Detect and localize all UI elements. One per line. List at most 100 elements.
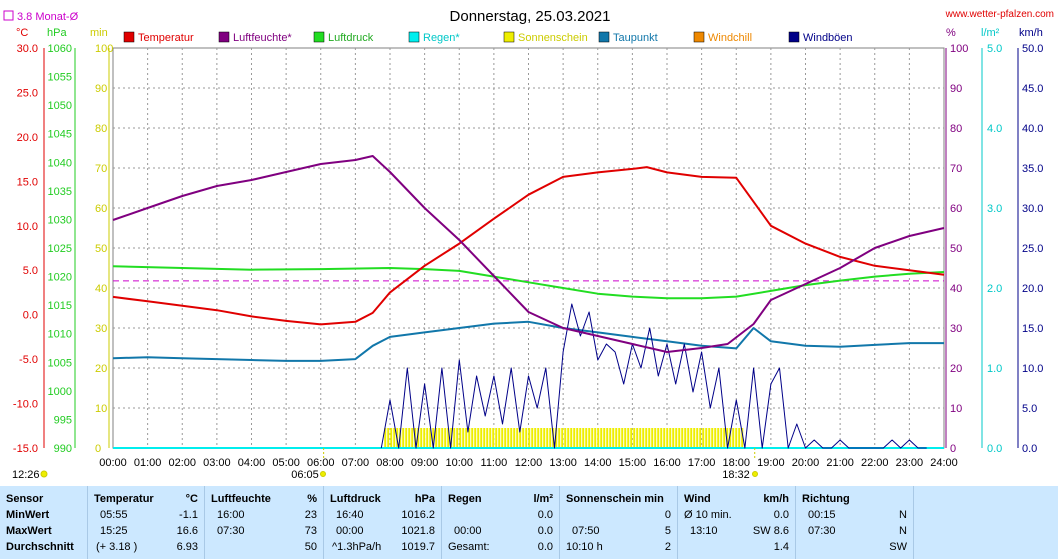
sunshine-bar bbox=[495, 428, 498, 448]
time-tick-label: 17:00 bbox=[688, 457, 716, 469]
pct-tick-label: 100 bbox=[950, 43, 968, 55]
sunshine-bar bbox=[603, 428, 606, 448]
sunshine-bar bbox=[714, 428, 717, 448]
wind-tick-label: 5.0 bbox=[1022, 403, 1037, 415]
sunshine-bar bbox=[459, 428, 462, 448]
hum-max: 73 bbox=[304, 525, 317, 537]
sunshine-bar bbox=[486, 428, 489, 448]
legend-label: Taupunkt bbox=[613, 32, 658, 44]
time-tick-label: 09:00 bbox=[411, 457, 439, 469]
sunshine-bar bbox=[477, 428, 480, 448]
hpa-tick-label: 1020 bbox=[48, 272, 72, 284]
legend-label: Luftdruck bbox=[328, 32, 374, 44]
grid bbox=[113, 48, 944, 448]
dir-avg: SW bbox=[889, 541, 907, 553]
sunshine-bar bbox=[738, 428, 741, 448]
sun-max: 5 bbox=[664, 525, 671, 537]
sunshine-bar bbox=[384, 428, 387, 448]
site-link[interactable]: www.wetter-pfalzen.com bbox=[945, 9, 1054, 20]
sunshine-bar bbox=[408, 428, 411, 448]
wind-tick-label: 45.0 bbox=[1022, 83, 1043, 95]
hum-min: 23 bbox=[304, 509, 317, 521]
sunshine-bar bbox=[693, 428, 696, 448]
col-luftdruck: Luftdruck hPa 16:40 1016.2 00:00 1021.8 … bbox=[324, 486, 442, 559]
hum-unit: % bbox=[307, 493, 317, 505]
rain-tick-label: 5.0 bbox=[987, 43, 1002, 55]
weather-chart: 00:00 01:00 02:00 03:00 04:00 05:00 06:00 07:00… bbox=[3, 8, 1054, 481]
series-line-luftfeuchte bbox=[112, 155, 945, 353]
unit-min: min bbox=[90, 27, 108, 39]
wind-tick-label: 10.0 bbox=[1022, 363, 1043, 375]
legend-swatch bbox=[218, 31, 230, 43]
legend-swatch bbox=[123, 31, 135, 43]
time-tick-label: 03:00 bbox=[203, 457, 231, 469]
sunshine-bar bbox=[630, 428, 633, 448]
sunshine-bar bbox=[540, 428, 543, 448]
sunshine-bar bbox=[711, 428, 714, 448]
temp-min: -1.1 bbox=[179, 509, 198, 521]
legend-swatch bbox=[313, 31, 325, 43]
hpa-tick-label: 1045 bbox=[48, 129, 72, 141]
sunshine-bar bbox=[669, 428, 672, 448]
row-label-avg: Durchschnitt bbox=[6, 541, 74, 553]
sunshine-bar bbox=[501, 428, 504, 448]
sunshine-bar bbox=[468, 428, 471, 448]
sunshine-bar bbox=[621, 428, 624, 448]
rain-tick-label: 4.0 bbox=[987, 123, 1002, 135]
sunshine-bar bbox=[648, 428, 651, 448]
min-tick-label: 10 bbox=[95, 403, 107, 415]
rain-tick-label: 2.0 bbox=[987, 283, 1002, 295]
time-tick-label: 02:00 bbox=[168, 457, 196, 469]
hum-min-time: 16:00 bbox=[217, 509, 245, 521]
sunshine-bar bbox=[426, 428, 429, 448]
time-tick-label: 21:00 bbox=[826, 457, 854, 469]
sunshine-bar bbox=[528, 428, 531, 448]
sunshine-bar bbox=[546, 428, 549, 448]
legend-label: Windböen bbox=[803, 32, 853, 44]
sunshine-bar bbox=[681, 428, 684, 448]
sunset-icon bbox=[752, 471, 758, 477]
hpa-tick-label: 1030 bbox=[48, 214, 72, 226]
wind-tick-label: 50.0 bbox=[1022, 43, 1043, 55]
sunshine-bar bbox=[483, 428, 486, 448]
time-tick-label: 01:00 bbox=[134, 457, 162, 469]
sunshine-bar bbox=[699, 428, 702, 448]
pct-tick-label: 80 bbox=[950, 123, 962, 135]
col-wind: Wind km/h Ø 10 min. 0.0 13:10 SW 8.6 1.4 bbox=[678, 486, 796, 559]
hpa-tick-label: 990 bbox=[54, 443, 72, 455]
wind-tick-label: 0.0 bbox=[1022, 443, 1037, 455]
sunshine-bar bbox=[441, 428, 444, 448]
sunshine-bar bbox=[687, 428, 690, 448]
axes: 00:00 01:00 02:00 03:00 04:00 05:00 06:00 07:00… bbox=[13, 43, 1044, 469]
sunshine-bar bbox=[633, 428, 636, 448]
time-tick-label: 11:00 bbox=[481, 457, 508, 469]
sunshine-bar bbox=[726, 428, 729, 448]
dir-max: N bbox=[899, 525, 907, 537]
pct-tick-label: 60 bbox=[950, 203, 962, 215]
time-tick-label: 05:00 bbox=[272, 457, 300, 469]
sunshine-bar bbox=[612, 428, 615, 448]
hpa-tick-label: 1010 bbox=[48, 329, 72, 341]
rain-max: 0.0 bbox=[537, 525, 553, 537]
dir-min: N bbox=[899, 509, 907, 521]
pct-tick-label: 10 bbox=[950, 403, 962, 415]
legend-label: Luftfeuchte* bbox=[233, 32, 292, 44]
time-tick-label: 14:00 bbox=[584, 457, 612, 469]
hpa-tick-label: 1035 bbox=[48, 186, 72, 198]
sunshine-bar bbox=[606, 428, 609, 448]
sunshine-bar bbox=[567, 428, 570, 448]
unit-wind: km/h bbox=[1019, 27, 1043, 39]
rain-min: 0.0 bbox=[537, 509, 553, 521]
time-tick-label: 22:00 bbox=[861, 457, 889, 469]
sunshine-bar bbox=[387, 428, 390, 448]
min-tick-label: 0 bbox=[95, 443, 101, 455]
time-tick-label: 00:00 bbox=[99, 457, 127, 469]
temp-tick-label: 20.0 bbox=[17, 132, 38, 144]
sunshine-bar bbox=[657, 428, 660, 448]
sunshine-bar bbox=[498, 428, 501, 448]
temp-title: Temperatur bbox=[94, 493, 154, 505]
temp-tick-label: 15.0 bbox=[17, 176, 38, 188]
time-tick-label: 23:00 bbox=[896, 457, 924, 469]
sunshine-bar bbox=[537, 428, 540, 448]
sunshine-bar bbox=[618, 428, 621, 448]
